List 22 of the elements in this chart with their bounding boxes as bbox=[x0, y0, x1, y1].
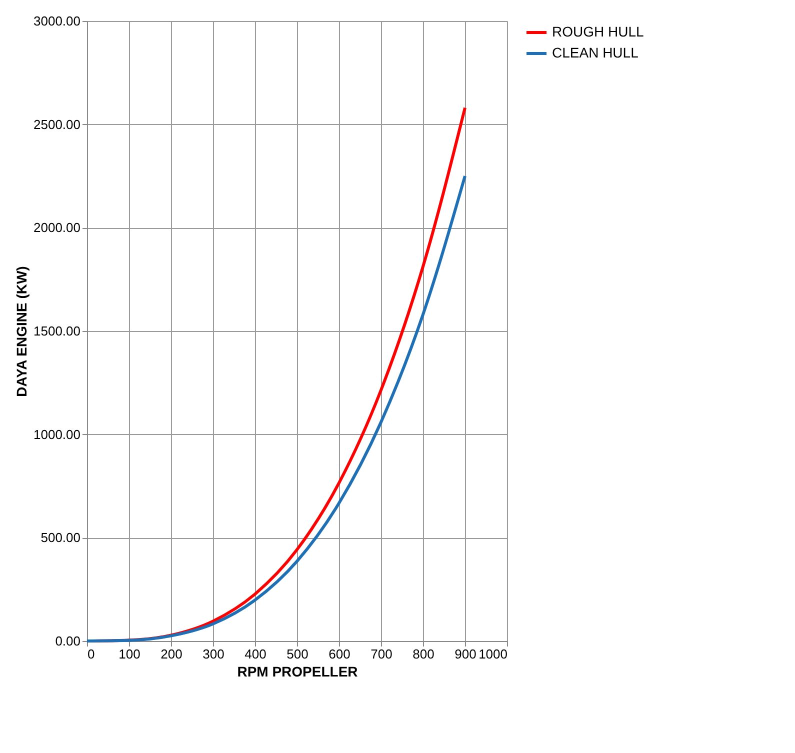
legend-label: CLEAN HULL bbox=[552, 44, 639, 60]
y-tick-label: 0.00 bbox=[55, 634, 80, 648]
x-tick-label: 900 bbox=[454, 646, 476, 662]
y-tick-label: 500.00 bbox=[40, 530, 80, 546]
legend-label: ROUGH HULL bbox=[552, 24, 644, 40]
x-tick-label: 500 bbox=[286, 646, 308, 662]
x-axis-title: RPM PROPELLER bbox=[237, 664, 358, 680]
x-tick-label: 100 bbox=[118, 646, 140, 662]
x-tick-label: 200 bbox=[160, 646, 182, 662]
x-tick-label: 800 bbox=[412, 646, 434, 662]
y-tick-label: 2500.00 bbox=[34, 116, 80, 132]
x-tick-label: 1000 bbox=[478, 646, 508, 662]
x-tick-label: 600 bbox=[328, 646, 350, 662]
x-tick-label: 400 bbox=[244, 646, 266, 662]
x-tick-label: 0 bbox=[88, 646, 95, 662]
y-tick-label: 1500.00 bbox=[34, 324, 80, 338]
y-tick-label: 1000.00 bbox=[34, 426, 80, 442]
y-axis-title: DAYA ENGINE (KW) bbox=[14, 266, 30, 397]
y-tick-label: 3000.00 bbox=[34, 14, 80, 28]
y-tick-label: 2000.00 bbox=[34, 220, 80, 236]
x-tick-label: 700 bbox=[370, 646, 392, 662]
x-tick-label: 300 bbox=[202, 646, 224, 662]
